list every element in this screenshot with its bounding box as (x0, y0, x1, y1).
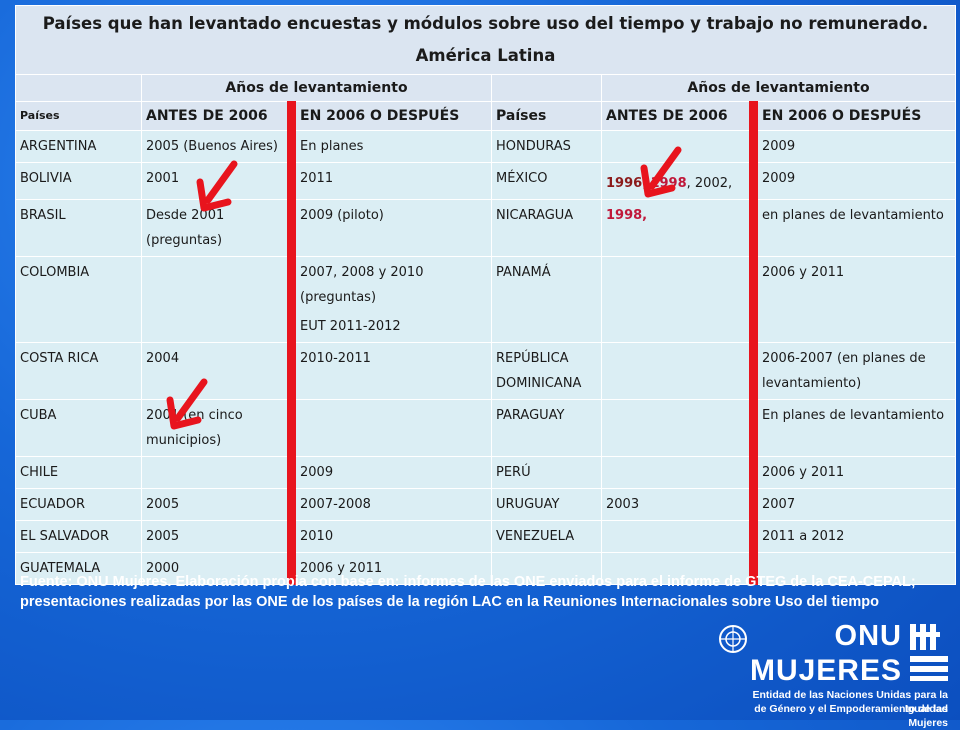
cell-despues: 2009 (749, 162, 956, 200)
survey-table: Países que han levantado encuestas y mód… (15, 5, 956, 585)
cell-pais: PERÚ (491, 456, 602, 489)
cell-antes (601, 256, 754, 343)
un-women-logo: ONU MUJERES Entidad de las Naciones Unid… (716, 618, 952, 729)
cell-despues: 2009 (287, 456, 492, 489)
col-paises-left: Países (15, 101, 142, 131)
year-highlight: 1998, (606, 208, 648, 223)
cell-antes: 2005 (141, 488, 292, 521)
cell-pais: NICARAGUA (491, 199, 602, 257)
col-despues-right: EN 2006 O DESPUÉS (749, 101, 956, 131)
cell-antes (601, 520, 754, 553)
cell-despues: 2007-2008 (287, 488, 492, 521)
column-header-row: Países ANTES DE 2006 EN 2006 O DESPUÉS P… (15, 101, 956, 131)
table-row: COSTA RICA 2004 2010-2011 REPÚBLICA DOMI… (15, 342, 956, 400)
table-row: BOLIVIA 2001 2011 MÉXICO 1996, 1998, 200… (15, 162, 956, 200)
cell-antes: 2005 (Buenos Aires) (141, 130, 292, 163)
cell-despues: 2006 y 2011 (749, 456, 956, 489)
cell-despues: en planes de levantamiento (749, 199, 956, 257)
cell-pais: GUATEMALA (15, 552, 142, 585)
cell-antes (601, 456, 754, 489)
table-row: ECUADOR 2005 2007-2008 URUGUAY 2003 2007 (15, 488, 956, 521)
cell-pais: CHILE (15, 456, 142, 489)
col-antes-left: ANTES DE 2006 (141, 101, 292, 131)
group-header-row: Años de levantamiento Años de levantamie… (15, 74, 956, 102)
cell-pais: ARGENTINA (15, 130, 142, 163)
cell-antes (141, 456, 292, 489)
cell-pais: CUBA (15, 399, 142, 457)
cell-antes: 2001 (en cinco municipios) (141, 399, 292, 457)
table-row: CUBA 2001 (en cinco municipios) PARAGUAY… (15, 399, 956, 457)
cell-pais: COSTA RICA (15, 342, 142, 400)
cell-despues: 2006-2007 (en planes de levantamiento) (749, 342, 956, 400)
table-title: Países que han levantado encuestas y mód… (15, 5, 956, 75)
cell-antes: 1998, (601, 199, 754, 257)
cell-despues: En planes (287, 130, 492, 163)
cell-line: EUT 2011-2012 (300, 319, 401, 334)
cell-pais: BRASIL (15, 199, 142, 257)
source-note: Fuente: ONU Mujeres. Elaboración propia … (20, 574, 916, 610)
group-header-right: Años de levantamiento (601, 74, 956, 102)
cell-despues: 2011 a 2012 (749, 520, 956, 553)
cell-despues: 2006 y 2011 (749, 256, 956, 343)
logo-tagline-2: de Género y el Empoderamiento de las Muj… (754, 703, 948, 729)
cell-antes (601, 399, 754, 457)
red-arrow-icon (196, 160, 238, 212)
table-row: EL SALVADOR 2005 2010 VENEZUELA 2011 a 2… (15, 520, 956, 553)
cell-antes: 2003 (601, 488, 754, 521)
table-row: BRASIL Desde 2001 (preguntas) 2009 (pilo… (15, 199, 956, 257)
cell-antes (141, 256, 292, 343)
cell-antes: Desde 2001 (preguntas) (141, 199, 292, 257)
cell-despues: 2009 (749, 130, 956, 163)
cell-antes-mexico: 1996, 1998, 2002, (601, 162, 754, 200)
cell-pais: PANAMÁ (491, 256, 602, 343)
un-emblem-icon (719, 625, 747, 653)
table-row: ARGENTINA 2005 (Buenos Aires) En planes … (15, 130, 956, 163)
cell-line: 2007, 2008 y 2010 (preguntas) (300, 265, 424, 305)
cell-antes: 2004 (141, 342, 292, 400)
logo-mujeres: MUJERES (749, 654, 902, 687)
cell-despues: 2006 y 2011 (287, 552, 492, 585)
col-paises-right: Países (491, 101, 602, 131)
cell-despues: 2010 (287, 520, 492, 553)
cell-antes (601, 552, 754, 585)
cell-pais: HONDURAS (491, 130, 602, 163)
cell-pais: EL SALVADOR (15, 520, 142, 553)
col-antes-right: ANTES DE 2006 (601, 101, 754, 131)
table-row: COLOMBIA 2007, 2008 y 2010 (preguntas) EU… (15, 256, 956, 343)
cell-antes (601, 342, 754, 400)
title-row: Países que han levantado encuestas y mód… (15, 5, 956, 75)
cell-pais: URUGUAY (491, 488, 602, 521)
cell-despues (749, 552, 956, 585)
cell-pais: MÉXICO (491, 162, 602, 200)
cell-despues: 2007, 2008 y 2010 (preguntas) EUT 2011-20… (287, 256, 492, 343)
year-highlight: 1996 (606, 176, 643, 191)
logo-equality-mark (910, 624, 948, 681)
group-header-blank-left (15, 74, 142, 102)
cell-pais: BOLIVIA (15, 162, 142, 200)
cell-pais: REPÚBLICA DOMINICANA (491, 342, 602, 400)
cell-pais: VENEZUELA (491, 520, 602, 553)
cell-despues: 2011 (287, 162, 492, 200)
cell-antes: 2005 (141, 520, 292, 553)
col-despues-left: EN 2006 O DESPUÉS (287, 101, 492, 131)
cell-despues: En planes de levantamiento (749, 399, 956, 457)
cell-despues: 2010-2011 (287, 342, 492, 400)
table-row: CHILE 2009 PERÚ 2006 y 2011 (15, 456, 956, 489)
cell-antes: 2000 (141, 552, 292, 585)
group-header-left: Años de levantamiento (141, 74, 492, 102)
red-arrow-icon (640, 146, 682, 198)
cell-despues: 2009 (piloto) (287, 199, 492, 257)
cell-antes (601, 130, 754, 163)
cell-pais: PARAGUAY (491, 399, 602, 457)
logo-onu: ONU (834, 620, 902, 652)
table-row: GUATEMALA 2000 2006 y 2011 (15, 552, 956, 585)
cell-despues (287, 399, 492, 457)
logo-tagline-1: Entidad de las Naciones Unidas para la I… (752, 689, 948, 715)
red-arrow-icon (166, 378, 208, 430)
cell-pais: COLOMBIA (15, 256, 142, 343)
cell-pais: ECUADOR (15, 488, 142, 521)
plain-text: , 2002, (686, 176, 733, 191)
cell-despues: 2007 (749, 488, 956, 521)
group-header-blank-right (491, 74, 602, 102)
